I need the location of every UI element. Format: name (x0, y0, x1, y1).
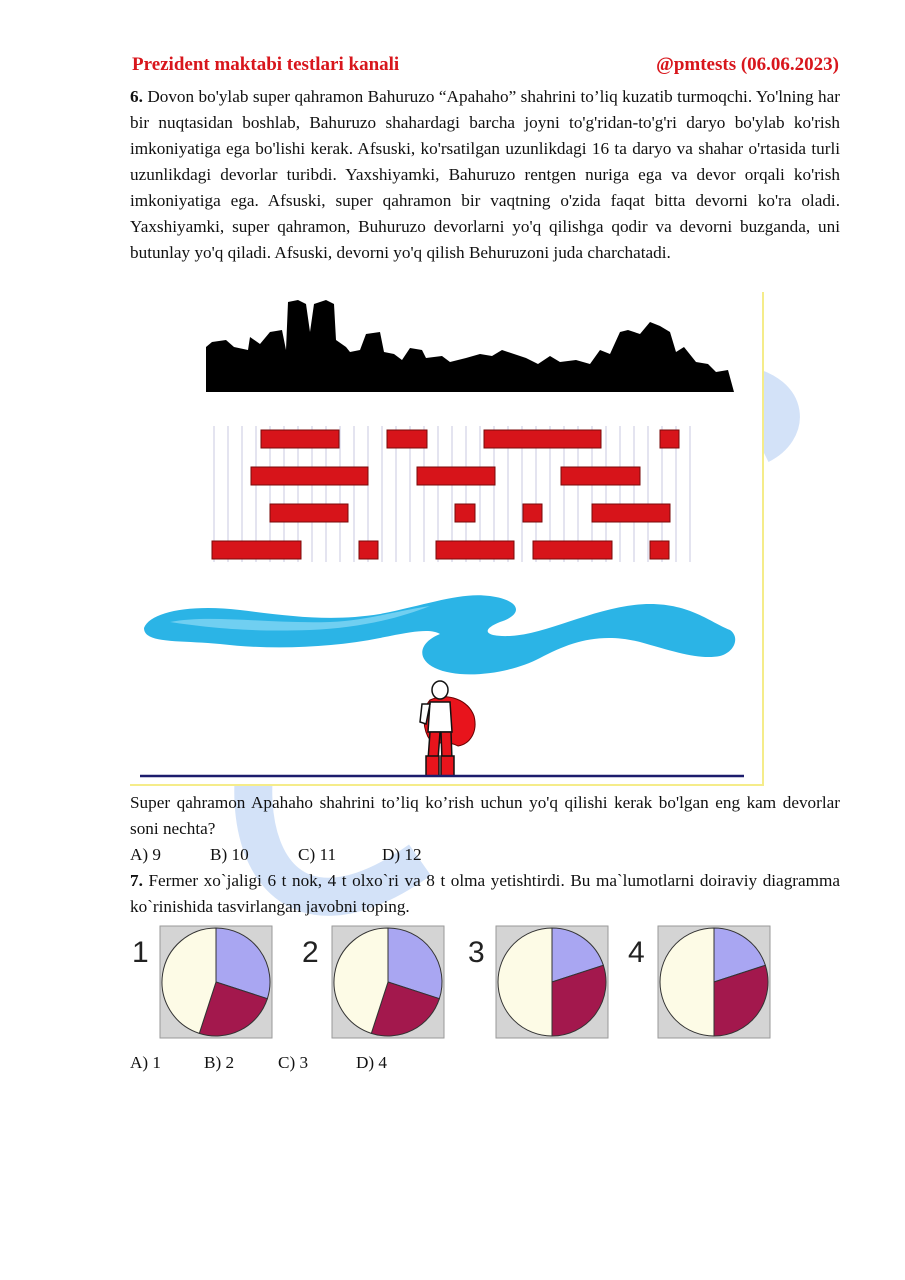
pie-slice (551, 964, 607, 1037)
pie-charts: 1 2 3 4 (132, 925, 771, 1039)
question-6-options: A) 9 B) 10 C) 11 D) 12 (130, 842, 422, 868)
wall (522, 503, 543, 523)
river (144, 595, 736, 675)
pie-number-label: 3 (468, 936, 485, 969)
question-6-question: Super qahramon Apahaho shahrini to’liq k… (130, 793, 840, 838)
pie-slice (198, 981, 268, 1037)
pie-number-label: 4 (628, 936, 645, 969)
pie-slice (497, 927, 553, 1037)
superhero-figure (419, 680, 476, 777)
wall (560, 466, 641, 486)
wall (483, 429, 602, 449)
wall (435, 540, 515, 560)
pie-charts-row: 1 2 3 4 (130, 922, 780, 1048)
option-a: A) 9 (130, 845, 162, 864)
pie-number-label: 1 (132, 936, 149, 969)
question-6-number: 6. (130, 87, 143, 106)
wall (532, 540, 613, 560)
option-a: A) 1 (130, 1053, 162, 1072)
wall (250, 466, 369, 486)
question-7-text: 7. Fermer xo`jaligi 6 t nok, 4 t olxo`ri… (130, 868, 840, 920)
wall (269, 503, 349, 523)
pie-slice (659, 927, 715, 1037)
pie-number-label: 2 (302, 936, 319, 969)
wall-grid-lines (213, 426, 691, 562)
city-skyline (206, 300, 734, 392)
wall (358, 540, 379, 560)
pie-slice (387, 927, 443, 1000)
question-7-options: A) 1 B) 2 C) 3 D) 4 (130, 1050, 387, 1076)
header-channel-name: Prezident maktabi testlari kanali (132, 54, 400, 75)
wall (659, 429, 680, 449)
pie-slice (551, 927, 604, 983)
wall (211, 540, 302, 560)
pie-slice (370, 981, 440, 1037)
question-6-text: 6. Dovon bo'ylab super qahramon Bahuruzo… (130, 84, 840, 266)
walls (211, 429, 680, 560)
pie-slice (713, 964, 769, 1037)
option-b: B) 10 (210, 845, 249, 864)
pie-slice (333, 927, 389, 1034)
option-b: B) 2 (204, 1053, 235, 1072)
option-c: C) 3 (278, 1053, 309, 1072)
question-6-body: Dovon bo'ylab super qahramon Bahuruzo “A… (130, 87, 840, 262)
pie-slice (215, 927, 271, 1000)
wall (649, 540, 670, 560)
question-7-number: 7. (130, 871, 143, 890)
pie-slice (161, 927, 217, 1034)
wall (454, 503, 476, 523)
city-walls-river-illustration (130, 292, 764, 786)
option-d: D) 4 (356, 1053, 388, 1072)
option-c: C) 11 (298, 845, 337, 864)
wall (416, 466, 496, 486)
wall (591, 503, 671, 523)
pie-slice (713, 927, 766, 983)
question-7-body: Fermer xo`jaligi 6 t nok, 4 t olxo`ri va… (130, 871, 841, 916)
option-d: D) 12 (382, 845, 422, 864)
header-handle-date: @pmtests (06.06.2023) (656, 54, 839, 75)
wall (386, 429, 428, 449)
wall (260, 429, 340, 449)
